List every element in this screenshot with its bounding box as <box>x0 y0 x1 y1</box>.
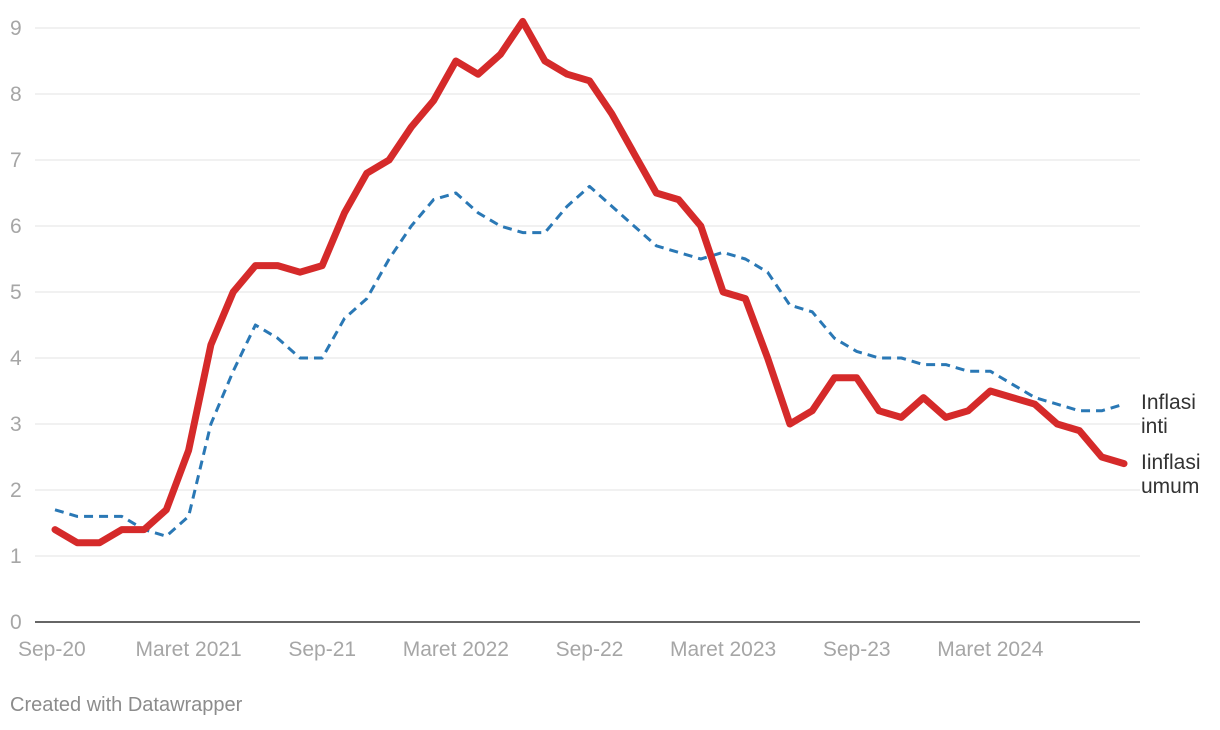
y-tick-label-4: 4 <box>10 347 22 370</box>
x-tick-label: Sep-21 <box>288 638 356 661</box>
series-line-inflasi-inti <box>54 184 1125 538</box>
x-tick-label: Maret 2022 <box>403 638 509 661</box>
y-tick-label-3: 3 <box>10 413 22 436</box>
x-tick-label: Sep-20 <box>18 638 86 661</box>
series-label-inflasi-inti: Inflasi <box>1141 391 1196 414</box>
y-tick-label-7: 7 <box>10 149 22 172</box>
y-tick-label-9: 9 <box>10 17 22 40</box>
series-line-iinflasi-umum <box>51 17 1128 547</box>
series-lines <box>51 17 1128 547</box>
y-tick-label-8: 8 <box>10 83 22 106</box>
y-axis-tick-labels: 0 1 2 3 4 5 6 7 8 9 <box>10 17 22 634</box>
series-label-inflasi-inti: inti <box>1141 415 1168 438</box>
y-tick-label-2: 2 <box>10 479 22 502</box>
y-tick-label-6: 6 <box>10 215 22 238</box>
x-tick-label: Maret 2023 <box>670 638 776 661</box>
y-tick-label-0: 0 <box>10 611 22 634</box>
x-axis-tick-labels: Sep-20 Maret 2021 Sep-21 Maret 2022 Sep-22 Ma… <box>18 638 1044 661</box>
x-tick-label: Maret 2021 <box>136 638 242 661</box>
x-tick-label: Maret 2024 <box>937 638 1044 661</box>
grid-lines <box>35 27 1140 557</box>
y-tick-label-5: 5 <box>10 281 22 304</box>
datawrapper-credit: Created with Datawrapper <box>10 694 243 716</box>
series-label-iinflasi-umum: umum <box>1141 475 1199 498</box>
y-tick-label-1: 1 <box>10 545 22 568</box>
x-tick-label: Sep-22 <box>556 638 624 661</box>
series-label-iinflasi-umum: Iinflasi <box>1141 451 1201 474</box>
x-tick-label: Sep-23 <box>823 638 891 661</box>
